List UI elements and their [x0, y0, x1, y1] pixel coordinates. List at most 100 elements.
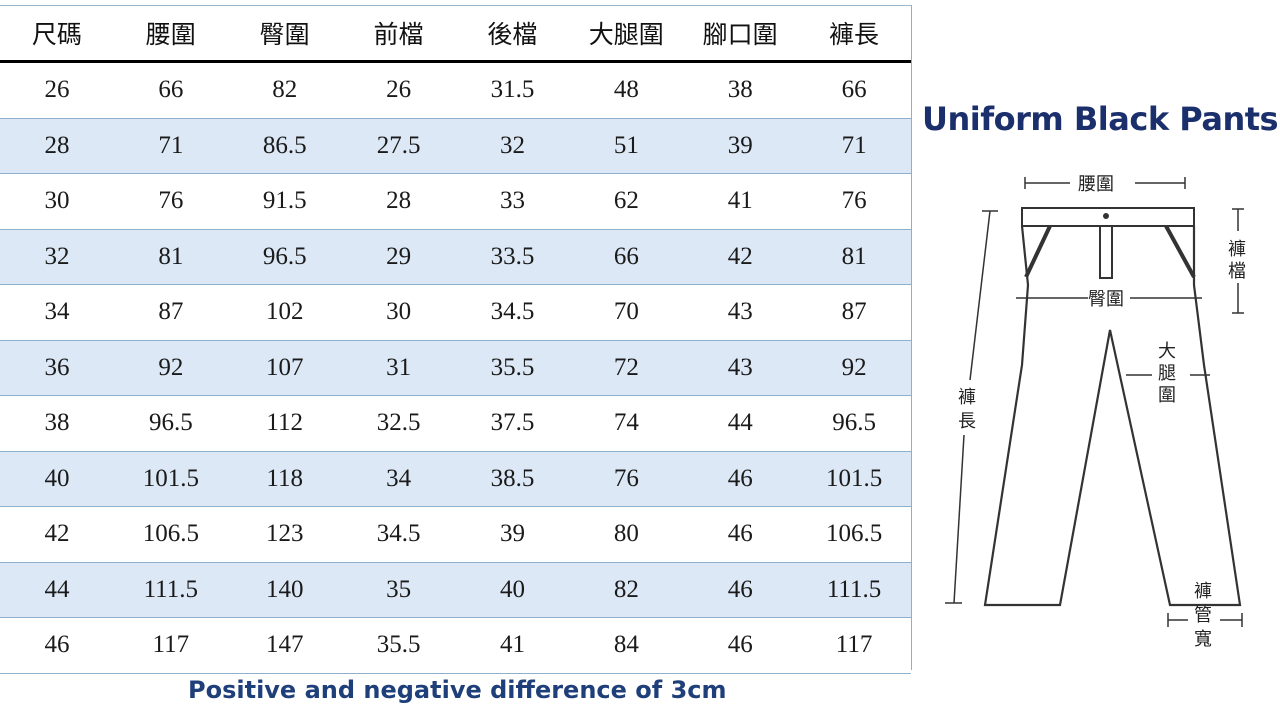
table-cell: 28 — [341, 173, 456, 230]
waist-label: 腰圍 — [1078, 174, 1114, 195]
tolerance-note: Positive and negative difference of 3cm — [188, 676, 727, 704]
table-cell: 118 — [227, 451, 342, 507]
table-cell: 30 — [341, 284, 456, 341]
table-cell: 28 — [0, 118, 114, 174]
length-arrow — [945, 210, 998, 604]
table-cell: 66 — [797, 61, 911, 119]
table-row: 44 111.5 140 35 40 82 46 111.5 — [0, 562, 911, 618]
table-row: 26 66 82 26 31.5 48 38 66 — [0, 61, 911, 119]
table-cell: 38 — [0, 395, 114, 452]
table-cell: 140 — [227, 562, 342, 618]
thigh-label-1: 大 — [1158, 341, 1176, 362]
table-cell: 33.5 — [455, 229, 570, 285]
table-cell: 33 — [455, 173, 570, 230]
hem-arrow — [1167, 613, 1243, 627]
table-cell: 44 — [683, 395, 798, 452]
table-cell: 74 — [569, 395, 684, 452]
table-cell: 76 — [797, 173, 911, 230]
rise-arrow — [1232, 208, 1244, 314]
table-cell: 40 — [0, 451, 114, 507]
table-cell: 42 — [683, 229, 798, 285]
column-header: 腰圍 — [113, 5, 228, 63]
table-cell: 87 — [797, 284, 911, 341]
table-cell: 26 — [341, 61, 456, 119]
table-cell: 41 — [455, 617, 570, 674]
table-cell: 91.5 — [227, 173, 342, 230]
left-pocket — [1024, 225, 1052, 278]
table-cell: 101.5 — [797, 451, 911, 507]
table-cell: 29 — [341, 229, 456, 285]
table-cell: 82 — [227, 61, 342, 119]
table-cell: 48 — [569, 61, 684, 119]
table-row: 34 87 102 30 34.5 70 43 87 — [0, 284, 911, 341]
column-header: 後檔 — [455, 5, 570, 63]
table-cell: 26 — [0, 61, 114, 119]
table-cell: 35 — [341, 562, 456, 618]
table-cell: 106.5 — [797, 506, 911, 563]
table-cell: 34 — [341, 451, 456, 507]
table-cell: 38.5 — [455, 451, 570, 507]
table-cell: 35.5 — [341, 617, 456, 674]
table-cell: 86.5 — [227, 118, 342, 174]
table-cell: 34.5 — [341, 506, 456, 563]
table-row: 46 117 147 35.5 41 84 46 117 — [0, 617, 911, 674]
table-row: 42 106.5 123 34.5 39 80 46 106.5 — [0, 506, 911, 563]
table-cell: 117 — [113, 617, 228, 674]
table-cell: 34.5 — [455, 284, 570, 341]
table-cell: 46 — [0, 617, 114, 674]
table-cell: 66 — [113, 61, 228, 119]
pants-diagram-svg: 腰圍 褲 檔 臀圍 大 腿 圍 — [945, 174, 1246, 650]
length-label-1: 褲 — [958, 387, 976, 408]
rise-label-2: 檔 — [1228, 261, 1246, 282]
column-header: 大腿圍 — [569, 5, 684, 63]
table-cell: 43 — [683, 340, 798, 396]
hem-label-2: 管 — [1194, 605, 1212, 626]
table-cell: 46 — [683, 617, 798, 674]
table-row: 36 92 107 31 35.5 72 43 92 — [0, 340, 911, 396]
table-cell: 39 — [455, 506, 570, 563]
table-cell: 46 — [683, 451, 798, 507]
table-cell: 84 — [569, 617, 684, 674]
table-cell: 82 — [569, 562, 684, 618]
table-cell: 76 — [569, 451, 684, 507]
table-cell: 62 — [569, 173, 684, 230]
table-cell: 96.5 — [113, 395, 228, 452]
table-cell: 38 — [683, 61, 798, 119]
table-cell: 70 — [569, 284, 684, 341]
hem-label-1: 褲 — [1194, 581, 1212, 602]
table-cell: 44 — [0, 562, 114, 618]
waist-button — [1103, 213, 1109, 219]
table-cell: 32 — [0, 229, 114, 285]
table-cell: 147 — [227, 617, 342, 674]
table-cell: 72 — [569, 340, 684, 396]
table-cell: 41 — [683, 173, 798, 230]
table-cell: 87 — [113, 284, 228, 341]
table-cell: 92 — [797, 340, 911, 396]
table-cell: 66 — [569, 229, 684, 285]
hem-label-3: 寬 — [1194, 629, 1212, 650]
table-cell: 123 — [227, 506, 342, 563]
table-cell: 112 — [227, 395, 342, 452]
fly — [1099, 225, 1113, 279]
table-cell: 39 — [683, 118, 798, 174]
table-cell: 32 — [455, 118, 570, 174]
table-cell: 31.5 — [455, 61, 570, 119]
table-cell: 32.5 — [341, 395, 456, 452]
right-pocket — [1164, 225, 1196, 278]
pants-diagram: 腰圍 褲 檔 臀圍 大 腿 圍 — [930, 165, 1270, 665]
size-table-container: 尺碼 腰圍 臀圍 前檔 後檔 大腿圍 腳口圍 褲長 26 66 82 26 31.5 48 38 66 28 7… — [0, 5, 912, 674]
table-cell: 96.5 — [227, 229, 342, 285]
thigh-label-3: 圍 — [1158, 385, 1176, 406]
table-cell: 111.5 — [797, 562, 911, 618]
table-cell: 80 — [569, 506, 684, 563]
table-cell: 46 — [683, 506, 798, 563]
table-row: 30 76 91.5 28 33 62 41 76 — [0, 173, 911, 230]
length-label-2: 長 — [958, 411, 976, 432]
table-cell: 117 — [797, 617, 911, 674]
table-cell: 40 — [455, 562, 570, 618]
table-cell: 36 — [0, 340, 114, 396]
table-cell: 102 — [227, 284, 342, 341]
table-cell: 92 — [113, 340, 228, 396]
table-cell: 43 — [683, 284, 798, 341]
table-cell: 30 — [0, 173, 114, 230]
